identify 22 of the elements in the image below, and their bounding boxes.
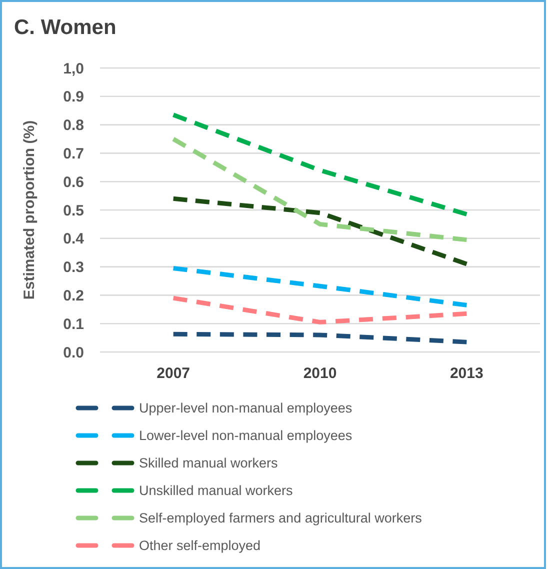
legend-label: Skilled manual workers bbox=[139, 456, 278, 471]
x-tick-label: 2010 bbox=[303, 365, 337, 382]
y-tick-label: 0.7 bbox=[63, 145, 84, 162]
y-tick-label: 0.3 bbox=[63, 259, 84, 276]
x-tick-label: 2007 bbox=[156, 365, 190, 382]
chart-title: C. Women bbox=[14, 16, 116, 39]
y-axis-title: Estimated proportion (%) bbox=[21, 120, 38, 300]
legend-label: Lower-level non-manual employees bbox=[139, 428, 352, 444]
y-tick-label: 0.4 bbox=[63, 230, 85, 248]
y-tick-label: 1,0 bbox=[63, 60, 84, 78]
y-tick-label: 0.2 bbox=[63, 287, 84, 304]
y-tick-label: 0.5 bbox=[63, 202, 84, 220]
x-tick-label: 2013 bbox=[450, 365, 484, 382]
y-tick-label: 0.8 bbox=[63, 117, 84, 134]
y-tick-label: 0.6 bbox=[63, 174, 84, 191]
y-tick-label: 0.0 bbox=[63, 344, 84, 362]
legend-label: Unskilled manual workers bbox=[139, 483, 294, 498]
legend-label: Upper-level non-manual employees bbox=[139, 400, 352, 416]
legend-label: Other self-employed bbox=[139, 538, 261, 554]
y-tick-label: 0.1 bbox=[63, 316, 84, 333]
y-tick-label: 0.9 bbox=[63, 88, 84, 106]
legend-label: Self-employed farmers and agricultural workers bbox=[139, 510, 422, 526]
